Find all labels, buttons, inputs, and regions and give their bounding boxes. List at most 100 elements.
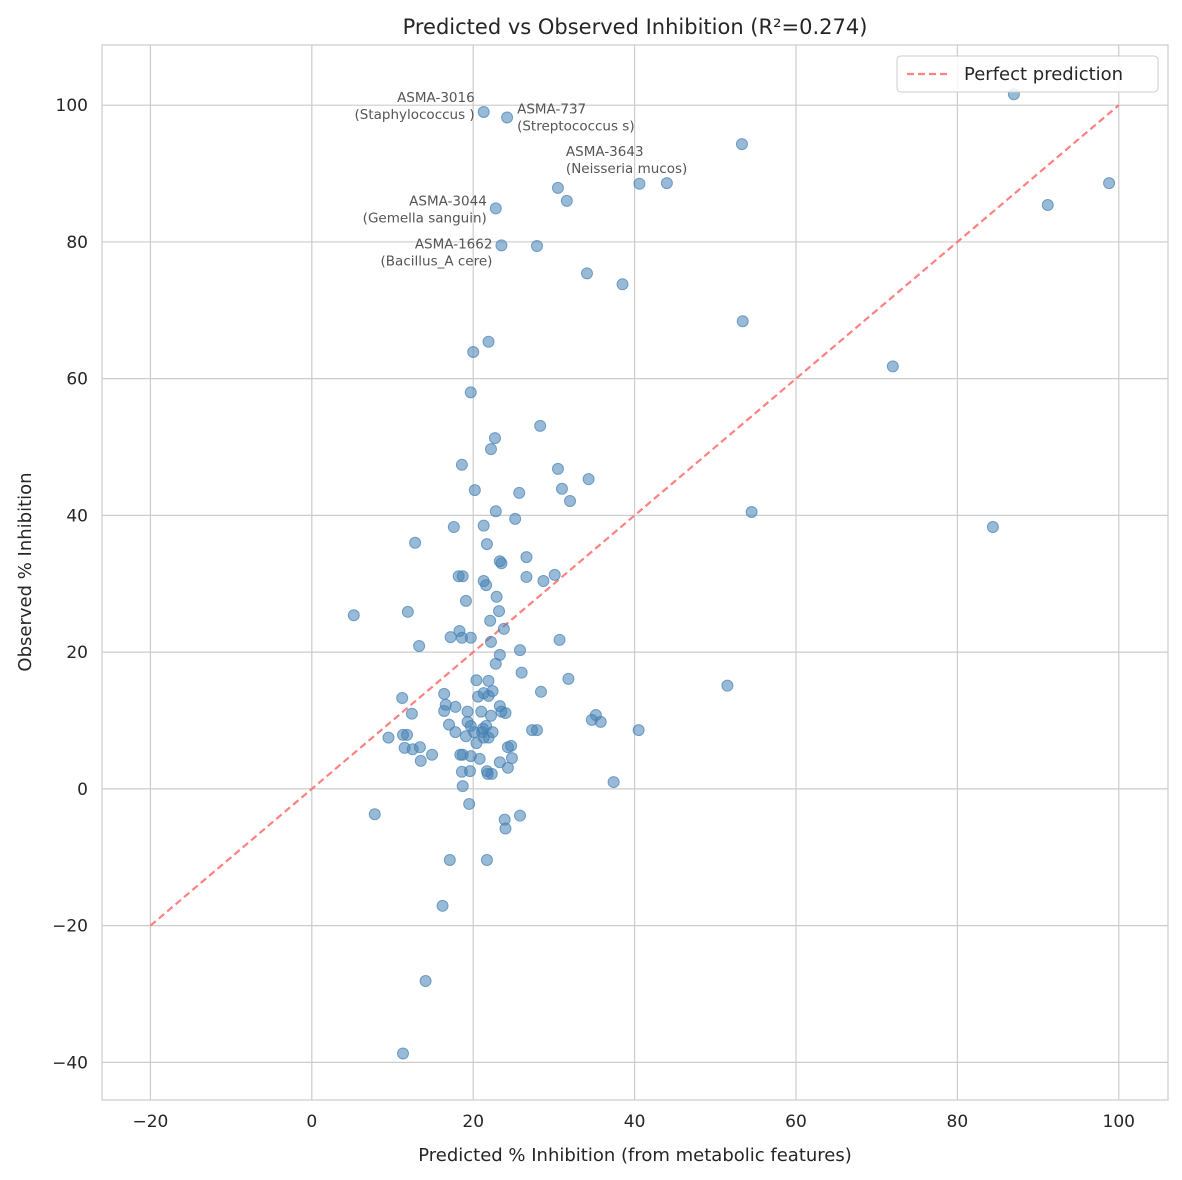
data-point: [489, 657, 502, 670]
data-point: [456, 570, 469, 583]
y-tick-label: 40: [66, 506, 88, 526]
data-point: [514, 809, 527, 822]
data-point: [413, 741, 426, 754]
data-point: [497, 622, 510, 635]
data-point: [468, 484, 481, 497]
data-point: [414, 754, 427, 767]
data-point: [560, 194, 573, 207]
data-point: [396, 691, 409, 704]
x-tick-label: −20: [132, 1112, 168, 1132]
point-annotation: ASMA-1662: [415, 236, 493, 252]
legend: Perfect prediction: [896, 55, 1159, 93]
data-point: [530, 724, 543, 737]
data-point: [456, 780, 469, 793]
data-point: [534, 419, 547, 432]
data-point: [745, 505, 758, 518]
x-tick-label: 80: [947, 1112, 969, 1132]
point-annotation: ASMA-3044: [409, 193, 487, 209]
data-point: [480, 854, 493, 867]
data-point: [607, 776, 620, 789]
point-annotation: (Gemella sanguin): [363, 210, 487, 226]
data-point: [444, 631, 457, 644]
data-point: [459, 594, 472, 607]
perfect-prediction-line: [149, 104, 1120, 927]
point-annotation: (Bacillus_A cere): [381, 253, 493, 269]
data-point: [405, 707, 418, 720]
data-point: [449, 726, 462, 739]
points-group: [347, 88, 1116, 1060]
data-point: [482, 731, 495, 744]
data-point: [1103, 177, 1116, 190]
data-point: [484, 443, 497, 456]
data-point: [551, 181, 564, 194]
data-point: [493, 605, 506, 618]
data-point: [368, 808, 381, 821]
ticks-group: −20 0 20 40 60 80 100 −40 −20 0 20 40 60 80 100: [52, 96, 1135, 1132]
data-point: [442, 718, 455, 731]
y-tick-label: −20: [52, 917, 88, 937]
data-point: [501, 111, 514, 124]
data-point: [438, 704, 451, 717]
data-point: [464, 386, 477, 399]
data-point: [515, 666, 528, 679]
data-point: [484, 709, 497, 722]
point-annotation: ASMA-737: [517, 101, 586, 117]
data-point: [419, 975, 432, 988]
data-point: [477, 106, 490, 119]
data-point: [548, 568, 561, 581]
data-point: [1041, 198, 1054, 211]
data-point: [509, 512, 522, 525]
data-point: [495, 239, 508, 252]
data-point: [886, 360, 899, 373]
data-point: [520, 570, 533, 583]
data-point: [562, 672, 575, 685]
data-point: [467, 345, 480, 358]
data-point: [555, 482, 568, 495]
data-point: [480, 579, 493, 592]
point-annotation: (Neisseria mucos): [566, 161, 687, 177]
data-point: [514, 644, 527, 657]
annotations-group: ASMA-3016(Staphylococcus ) ASMA-737(Strep…: [354, 90, 687, 269]
data-point: [443, 854, 456, 867]
data-point: [401, 605, 414, 618]
data-point: [482, 689, 495, 702]
data-point: [564, 495, 577, 508]
data-point: [537, 575, 550, 588]
point-annotation: (Streptococcus s): [517, 118, 635, 134]
data-point: [616, 278, 629, 291]
data-point: [484, 614, 497, 627]
data-point: [473, 752, 486, 765]
data-point: [477, 519, 490, 532]
x-tick-label: 100: [1103, 1112, 1135, 1132]
data-point: [490, 590, 503, 603]
data-point: [382, 731, 395, 744]
data-point: [455, 458, 468, 471]
data-point: [463, 765, 476, 778]
y-tick-label: 80: [66, 233, 88, 253]
data-point: [482, 335, 495, 348]
plot-frame: [101, 44, 1169, 1101]
data-point: [986, 521, 999, 534]
data-point: [470, 737, 483, 750]
y-tick-label: 20: [66, 643, 88, 663]
data-point: [347, 609, 360, 622]
data-point: [499, 822, 512, 835]
y-tick-label: 0: [77, 780, 88, 800]
data-point: [520, 551, 533, 564]
y-tick-label: 60: [66, 370, 88, 390]
data-point: [401, 728, 414, 741]
y-tick-label: 100: [56, 96, 88, 116]
data-point: [582, 473, 595, 486]
data-point: [632, 724, 645, 737]
data-point: [580, 267, 593, 280]
data-point: [501, 761, 514, 774]
data-point: [438, 687, 451, 700]
data-point: [463, 797, 476, 810]
data-point: [413, 640, 426, 653]
point-annotation: ASMA-3016: [397, 90, 475, 106]
reference-line-group: [149, 104, 1120, 927]
data-point: [461, 705, 474, 718]
y-axis-label: Observed % Inhibition: [15, 472, 36, 671]
data-point: [513, 486, 526, 499]
